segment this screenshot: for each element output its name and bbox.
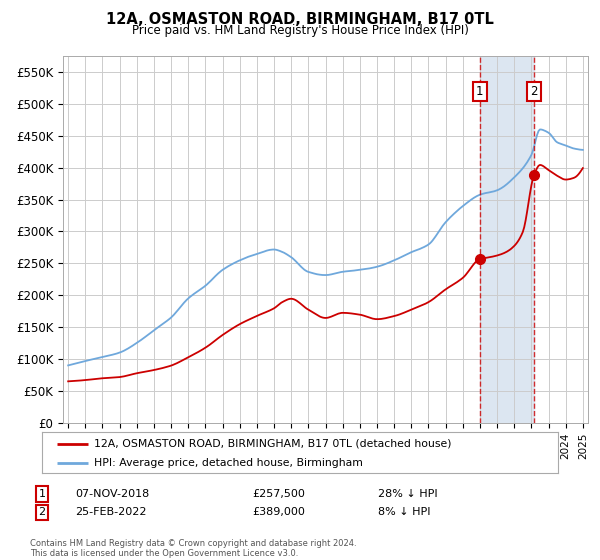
Bar bbox=[480, 56, 534, 423]
Text: £257,500: £257,500 bbox=[252, 489, 305, 499]
Text: 2: 2 bbox=[38, 507, 46, 517]
Text: 28% ↓ HPI: 28% ↓ HPI bbox=[378, 489, 437, 499]
Text: Price paid vs. HM Land Registry's House Price Index (HPI): Price paid vs. HM Land Registry's House … bbox=[131, 24, 469, 37]
Text: 25-FEB-2022: 25-FEB-2022 bbox=[75, 507, 146, 517]
Text: 8% ↓ HPI: 8% ↓ HPI bbox=[378, 507, 431, 517]
Text: 12A, OSMASTON ROAD, BIRMINGHAM, B17 0TL: 12A, OSMASTON ROAD, BIRMINGHAM, B17 0TL bbox=[106, 12, 494, 27]
Text: 12A, OSMASTON ROAD, BIRMINGHAM, B17 0TL (detached house): 12A, OSMASTON ROAD, BIRMINGHAM, B17 0TL … bbox=[94, 439, 451, 449]
Text: Contains HM Land Registry data © Crown copyright and database right 2024.
This d: Contains HM Land Registry data © Crown c… bbox=[30, 539, 356, 558]
Text: 1: 1 bbox=[476, 85, 484, 97]
Text: HPI: Average price, detached house, Birmingham: HPI: Average price, detached house, Birm… bbox=[94, 458, 362, 468]
Text: 1: 1 bbox=[38, 489, 46, 499]
Text: 2: 2 bbox=[530, 85, 538, 97]
Text: £389,000: £389,000 bbox=[252, 507, 305, 517]
Text: 07-NOV-2018: 07-NOV-2018 bbox=[75, 489, 149, 499]
